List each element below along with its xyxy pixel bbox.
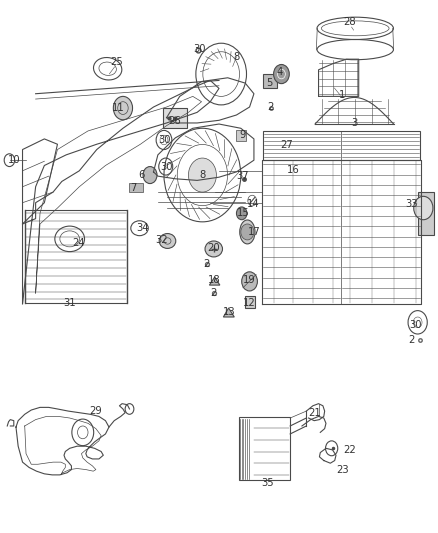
Text: 28: 28 (344, 17, 356, 27)
Text: 2: 2 (204, 259, 210, 269)
Text: 16: 16 (287, 165, 300, 175)
Text: 6: 6 (138, 170, 145, 180)
Text: 19: 19 (243, 275, 256, 285)
Text: 23: 23 (336, 465, 349, 474)
Ellipse shape (205, 241, 223, 257)
Text: 32: 32 (155, 235, 168, 245)
Text: 30: 30 (193, 44, 205, 53)
Text: 2: 2 (211, 288, 217, 298)
Bar (239, 417, 290, 480)
Bar (130, 182, 143, 192)
Text: 29: 29 (89, 406, 102, 416)
Ellipse shape (159, 233, 176, 248)
Text: 35: 35 (261, 479, 274, 488)
Text: 24: 24 (72, 238, 85, 247)
Text: 4: 4 (277, 68, 283, 77)
Text: 2: 2 (408, 335, 414, 345)
Text: 13: 13 (223, 306, 235, 317)
Bar (237, 131, 246, 141)
Text: 14: 14 (247, 199, 259, 209)
Circle shape (274, 64, 289, 84)
Text: 31: 31 (64, 297, 76, 308)
Text: 7: 7 (131, 183, 137, 193)
Text: 30: 30 (409, 320, 422, 330)
Text: 33: 33 (405, 199, 417, 209)
Bar (418, 192, 434, 235)
Circle shape (143, 166, 157, 183)
Text: 22: 22 (343, 445, 357, 455)
Text: 5: 5 (266, 78, 272, 88)
Bar (25, 209, 127, 303)
Text: 11: 11 (112, 103, 125, 113)
Ellipse shape (240, 220, 255, 244)
Circle shape (188, 158, 216, 192)
Polygon shape (209, 277, 220, 285)
Text: 17: 17 (247, 227, 260, 237)
Text: 25: 25 (110, 57, 123, 67)
Text: 27: 27 (280, 140, 293, 150)
Circle shape (237, 207, 247, 220)
Text: 8: 8 (233, 52, 240, 61)
Circle shape (242, 272, 258, 291)
Text: 30: 30 (160, 161, 173, 172)
Text: 30: 30 (158, 135, 171, 145)
Text: 34: 34 (136, 223, 149, 233)
Polygon shape (223, 308, 234, 317)
Text: 3: 3 (351, 118, 357, 128)
Text: 18: 18 (208, 275, 221, 285)
Text: 10: 10 (7, 155, 20, 165)
Text: 26: 26 (168, 116, 181, 126)
Circle shape (113, 96, 133, 120)
Text: 37: 37 (237, 171, 249, 181)
Text: 1: 1 (339, 90, 345, 100)
Bar (163, 108, 187, 128)
Text: 20: 20 (208, 243, 220, 253)
Bar (263, 131, 420, 160)
Text: 2: 2 (267, 102, 274, 112)
Text: 9: 9 (239, 130, 245, 140)
Text: 8: 8 (199, 170, 205, 180)
Circle shape (241, 224, 254, 240)
Bar (245, 296, 255, 308)
Bar (263, 74, 277, 88)
Circle shape (414, 196, 433, 220)
Text: 12: 12 (243, 297, 256, 308)
Text: 15: 15 (237, 208, 249, 219)
Text: 21: 21 (308, 408, 321, 418)
